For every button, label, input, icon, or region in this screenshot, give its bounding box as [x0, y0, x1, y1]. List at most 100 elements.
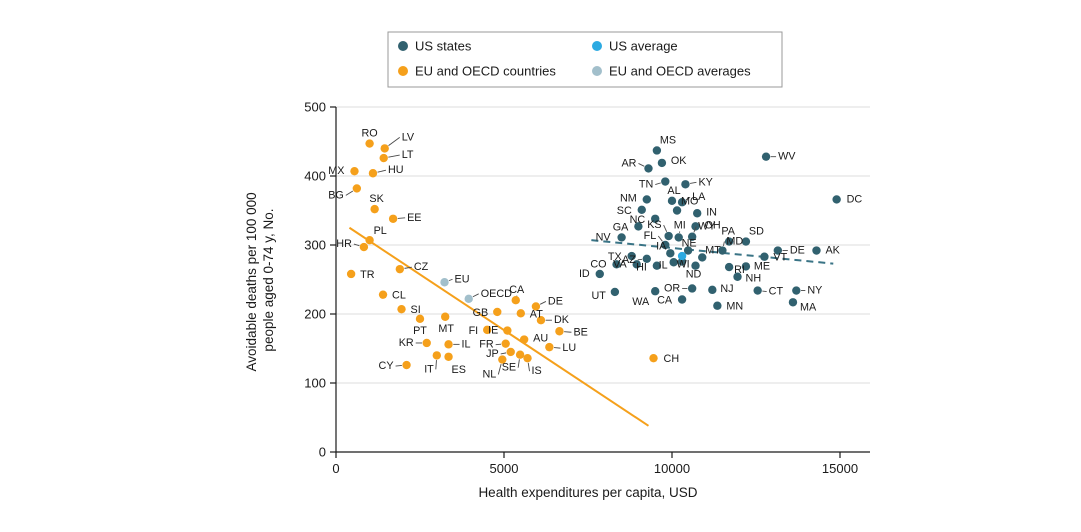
label-us-states-wa: WA [632, 296, 650, 308]
point-us-states-id [595, 269, 604, 279]
trendline-us-states [591, 239, 834, 265]
label-us-states-ak: AK [825, 245, 840, 257]
point-eu-oecd-countries-ie [503, 326, 512, 335]
point-us-states-me [741, 262, 751, 271]
point-us-states-al [667, 196, 677, 206]
point-us-states-ri [724, 262, 734, 272]
point-us-states-va [632, 260, 641, 269]
point-eu-oecd-countries-kr [422, 338, 431, 348]
point-us-states-ne [683, 246, 693, 255]
leader-eu-oecd-countries-nl [497, 363, 502, 375]
point-us-states-dc [832, 195, 841, 204]
point-eu-oecd-countries-ca [511, 296, 520, 305]
label-us-states-az: AZ [622, 254, 636, 266]
label-eu-oecd-countries-ie: IE [488, 325, 498, 337]
label-us-states-sd: SD [749, 226, 764, 238]
trendlines [348, 226, 834, 427]
label-eu-oecd-countries-es: ES [452, 364, 466, 376]
y-axis-title-line2: people aged 0-74 y, No. [261, 208, 276, 351]
label-eu-oecd-countries-cz: CZ [414, 261, 429, 273]
point-eu-oecd-countries-gb [493, 307, 502, 317]
leader-us-states-md [722, 241, 725, 247]
x-axis-title: Health expenditures per capita, USD [478, 485, 697, 500]
leader-eu-oecd-countries-it [435, 360, 437, 370]
label-eu-oecd-countries-mt: MT [438, 323, 454, 335]
point-us-states-mt [698, 253, 707, 262]
label-eu-oecd-countries-hu: HU [388, 164, 404, 176]
label-us-states-ks: KS [647, 219, 661, 231]
label-us-states-in: IN [706, 206, 717, 218]
point-us-states-tx [627, 251, 636, 261]
point-eu-oecd-countries-il [444, 340, 453, 349]
label-us-states-vt: VT [773, 252, 787, 264]
point-us-states-ut [610, 287, 620, 297]
label-us-states-co: CO [590, 258, 606, 270]
label-us-states-ct: CT [769, 286, 784, 298]
label-us-states-dc: DC [847, 193, 863, 205]
point-us-states-wv [761, 152, 771, 161]
label-us-states-ut: UT [591, 290, 606, 302]
label-eu-oecd-countries-it: IT [424, 363, 434, 375]
leader-us-states-wy [693, 226, 697, 233]
gridlines [336, 106, 870, 384]
x-tick-label-5000: 5000 [490, 461, 519, 476]
label-us-states-wy: WY [698, 221, 715, 233]
point-us-states-co [612, 260, 621, 269]
point-eu-oecd-countries-sk [370, 204, 379, 214]
leader-eu-oecd-countries-jp [500, 352, 507, 355]
point-us-states-ky [681, 180, 690, 189]
point-us-states-nj [708, 285, 717, 295]
legend-swatch-us-average [592, 41, 602, 51]
label-eu-oecd-countries-cl: CL [392, 290, 406, 302]
legend-swatch-eu-and-oecd-averages [592, 66, 602, 76]
point-eu-oecd-countries-pl [365, 235, 374, 245]
point-eu-oecd-countries-au [519, 335, 529, 344]
label-us-states-me: ME [754, 260, 770, 272]
point-eu-oecd-countries-at [516, 309, 525, 318]
point-us-states-tn [661, 177, 670, 186]
label-us-states-sc: SC [617, 205, 632, 217]
x-tick-label-10000: 10000 [654, 461, 690, 476]
leader-us-states-ky [689, 181, 697, 184]
point-eu-oecd-averages-eu [440, 278, 449, 287]
leader-eu-oecd-countries-lv [388, 137, 400, 146]
point-eu-oecd-countries-mt [441, 312, 450, 321]
point-eu-oecd-countries-tr [346, 269, 356, 279]
label-us-states-ri: RI [734, 264, 745, 276]
point-us-states-oh [691, 222, 700, 231]
label-eu-oecd-countries-se: SE [502, 362, 516, 374]
legend-box [387, 31, 783, 88]
label-us-states-nc: NC [630, 214, 646, 226]
label-eu-oecd-countries-mx: MX [328, 165, 344, 177]
legend-label-us-average: US average [609, 39, 678, 54]
label-us-states-or: OR [664, 282, 680, 294]
leader-eu-oecd-countries-fr [495, 343, 502, 346]
label-eu-oecd-countries-pt: PT [413, 325, 427, 337]
point-us-states-il [669, 258, 678, 267]
leader-eu-oecd-countries-de [539, 301, 547, 305]
point-eu-oecd-countries-fr [501, 339, 510, 348]
point-eu-oecd-countries-ro [365, 139, 374, 148]
y-tick-label-300: 300 [304, 238, 326, 253]
point-eu-oecd-countries-de [531, 302, 541, 311]
label-eu-oecd-countries-is: IS [532, 365, 542, 377]
point-us-states-pa [724, 237, 734, 246]
leader-us-states-la [685, 196, 691, 201]
leader-us-states-fl [657, 235, 663, 242]
point-eu-oecd-countries-cy [402, 360, 411, 370]
label-us-states-nv: NV [596, 231, 612, 243]
label-eu-oecd-countries-pl: PL [374, 225, 387, 237]
label-us-states-oh: OH [705, 219, 721, 231]
point-us-states-nc [651, 214, 660, 223]
point-us-states-az [642, 254, 651, 263]
point-eu-oecd-countries-dk [536, 316, 546, 325]
label-us-states-la: LA [692, 191, 706, 203]
point-us-states-wy [687, 232, 697, 241]
label-us-states-nm: NM [620, 192, 637, 204]
label-us-states-ne: NE [682, 238, 697, 250]
label-us-states-mo: MO [681, 196, 698, 208]
leader-us-states-ar [638, 163, 645, 167]
point-us-states-sd [741, 237, 751, 246]
legend-swatch-eu-and-oecd-countries [398, 66, 408, 76]
